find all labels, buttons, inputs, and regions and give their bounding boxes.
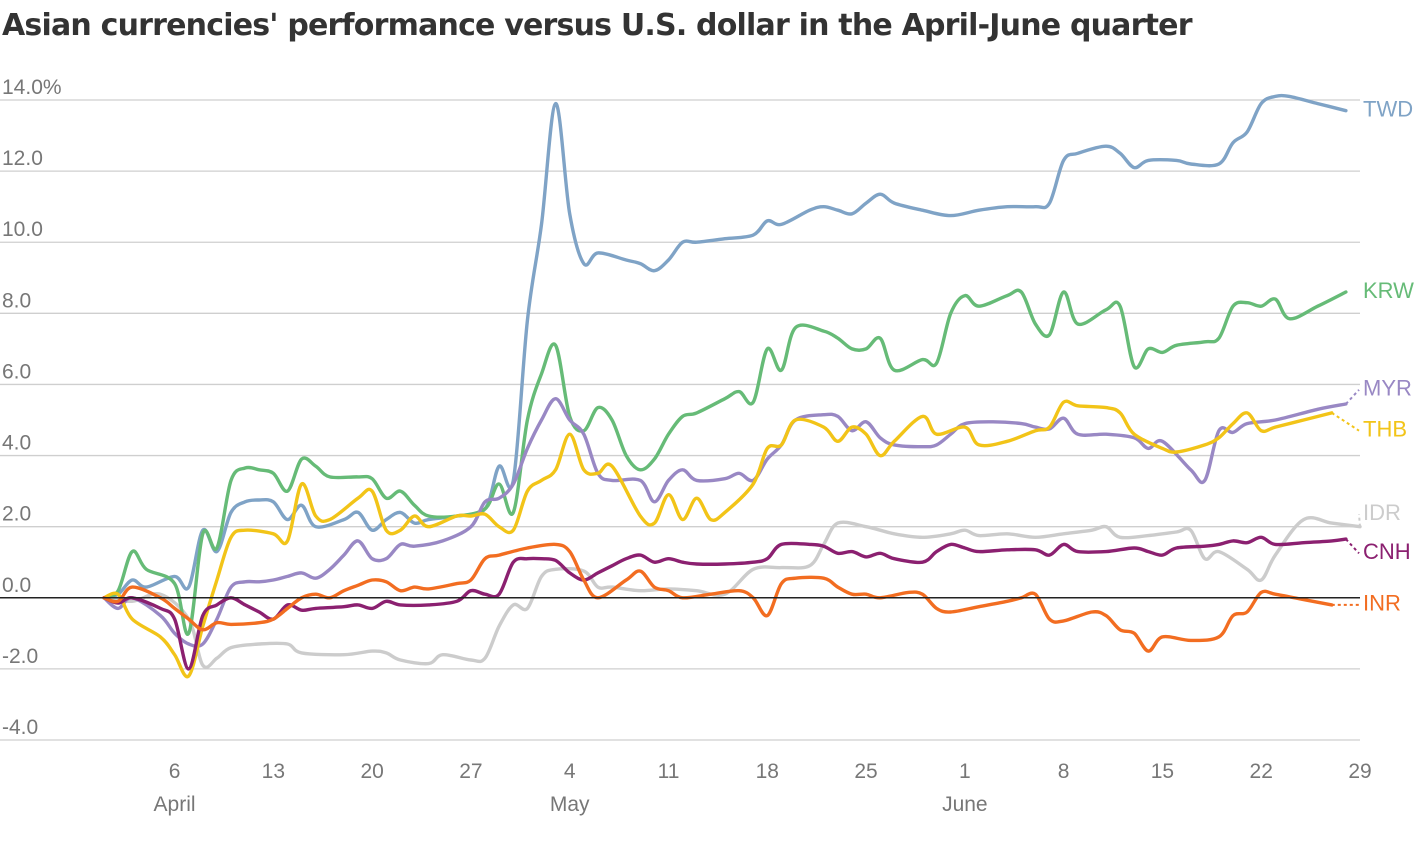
x-tick-label: 1 <box>959 760 971 783</box>
x-tick-label: 22 <box>1250 760 1273 783</box>
series-label-idr: IDR <box>1363 500 1401 525</box>
x-tick-label: 11 <box>658 760 680 783</box>
x-tick-label: 29 <box>1348 760 1371 783</box>
series-label-krw: KRW <box>1363 278 1414 303</box>
y-tick-label: -4.0 <box>2 716 38 739</box>
y-tick-label: 14.0% <box>2 76 62 99</box>
x-month-label: April <box>154 793 196 816</box>
y-tick-label: 10.0 <box>2 218 43 241</box>
x-tick-label: 15 <box>1151 760 1174 783</box>
series-leader-cnh <box>1345 538 1360 555</box>
y-tick-label: 8.0 <box>2 289 31 312</box>
chart-title: Asian currencies' performance versus U.S… <box>2 8 1193 43</box>
x-month-label: June <box>942 793 988 816</box>
series-line-myr <box>102 397 1348 648</box>
y-axis-ticks: 14.0% 12.0 10.0 8.0 6.0 4.0 2.0 0.0 -2.0 -4.0 <box>2 76 62 739</box>
y-tick-label: 0.0 <box>2 574 31 597</box>
x-month-label: May <box>550 793 590 816</box>
y-tick-label: 12.0 <box>2 147 43 170</box>
series-line-twd <box>102 93 1348 600</box>
y-tick-label: 4.0 <box>2 432 31 455</box>
y-tick-label: 2.0 <box>2 503 31 526</box>
series-leader-idr <box>1358 514 1361 527</box>
x-tick-label: 20 <box>360 760 383 783</box>
series-label-myr: MYR <box>1363 376 1412 401</box>
x-tick-label: 4 <box>564 760 576 783</box>
series-line-cnh <box>102 535 1348 671</box>
series-label-cnh: CNH <box>1363 539 1411 564</box>
series-label-inr: INR <box>1363 591 1401 616</box>
x-tick-label: 8 <box>1058 760 1070 783</box>
series-label-twd: TWD <box>1363 96 1413 121</box>
series-lines <box>102 93 1362 679</box>
series-leader-thb <box>1331 412 1360 432</box>
series-leader-myr <box>1345 389 1360 405</box>
series-line-krw <box>102 288 1348 636</box>
x-tick-label: 25 <box>854 760 877 783</box>
x-tick-label: 13 <box>262 760 285 783</box>
x-tick-label: 27 <box>459 760 482 783</box>
x-tick-label: 18 <box>756 760 779 783</box>
series-label-thb: THB <box>1363 416 1407 441</box>
y-tick-label: -2.0 <box>2 645 38 668</box>
series-labels: IDR TWD KRW MYR THB CNH INR <box>1331 96 1414 616</box>
y-tick-label: 6.0 <box>2 360 31 383</box>
x-tick-label: 6 <box>169 760 181 783</box>
series-line-thb <box>102 399 1334 679</box>
